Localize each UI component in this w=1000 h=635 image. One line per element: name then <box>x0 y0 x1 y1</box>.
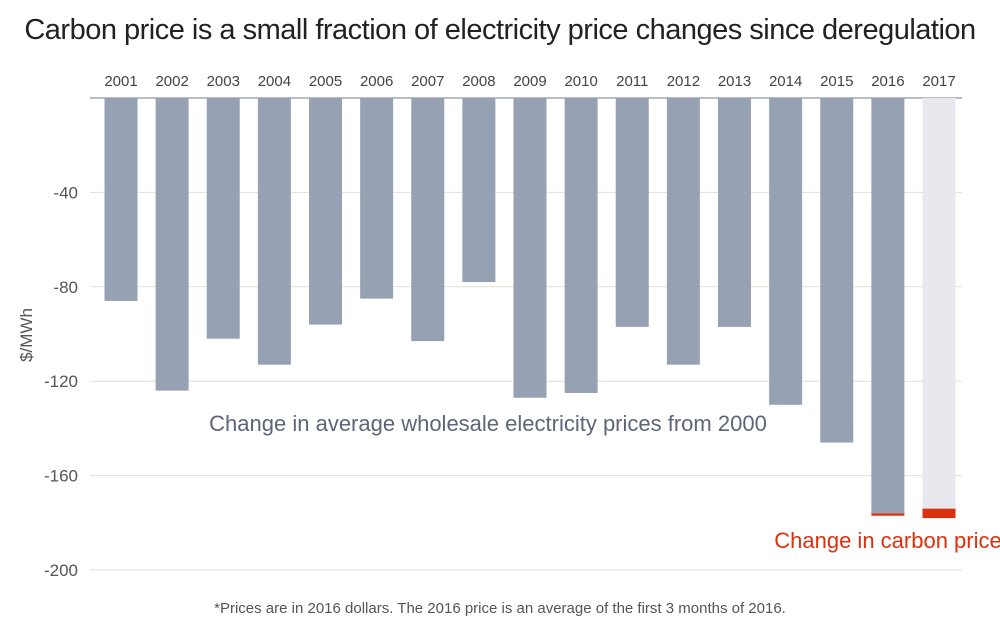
bar-2008 <box>462 98 496 283</box>
bar-2015 <box>820 98 854 443</box>
y-tick-label: -160 <box>44 467 78 486</box>
y-axis-ticks: -40 -80 -120 -160 -200 <box>44 183 78 580</box>
bar-2003 <box>206 98 240 339</box>
y-tick-label: -80 <box>53 278 78 297</box>
x-axis-ticks: 2001 2002 2003 2004 2005 2006 2007 2008 2009 2010… <box>104 73 955 90</box>
footnote: *Prices are in 2016 dollars. The 2016 pr… <box>214 600 786 617</box>
y-tick-label: -200 <box>44 561 78 580</box>
bar-2007 <box>411 98 445 342</box>
bar-2011 <box>615 98 649 327</box>
x-tick-label: 2007 <box>411 73 444 90</box>
x-tick-label: 2009 <box>513 73 546 90</box>
bar-2010 <box>564 98 598 393</box>
x-tick-label: 2008 <box>462 73 495 90</box>
bar-2004 <box>257 98 291 365</box>
y-tick-label: -40 <box>53 183 78 202</box>
annotation-carbon-price: Change in carbon price <box>774 528 1000 553</box>
bar-2012 <box>666 98 700 365</box>
carbon-bar-2016 <box>871 513 905 516</box>
carbon-price-bars <box>871 508 956 519</box>
x-tick-label: 2004 <box>258 73 291 90</box>
chart-title: Carbon price is a small fraction of elec… <box>24 14 976 46</box>
x-tick-label: 2013 <box>718 73 751 90</box>
bar-2001 <box>104 98 138 301</box>
carbon-bar-2017 <box>922 508 956 519</box>
x-tick-label: 2014 <box>769 73 802 90</box>
x-tick-label: 2001 <box>104 73 137 90</box>
x-tick-label: 2010 <box>564 73 597 90</box>
projection-background <box>922 98 956 519</box>
bar-2013 <box>718 98 751 327</box>
bar-2005 <box>309 98 342 325</box>
x-tick-label: 2015 <box>820 73 853 90</box>
x-tick-label: 2011 <box>616 73 648 90</box>
bar-2009 <box>513 98 547 398</box>
x-tick-label: 2006 <box>360 73 393 90</box>
x-tick-label: 2016 <box>871 73 904 90</box>
y-tick-label: -120 <box>44 372 78 391</box>
projection-bar-2017 <box>922 98 956 519</box>
annotation-price-change: Change in average wholesale electricity … <box>209 411 767 436</box>
price-change-bars <box>104 98 905 514</box>
x-tick-label: 2005 <box>309 73 342 90</box>
bar-2006 <box>360 98 394 299</box>
bar-2014 <box>769 98 803 405</box>
bar-2016 <box>871 98 905 514</box>
x-tick-label: 2002 <box>155 73 188 90</box>
x-tick-label: 2003 <box>207 73 240 90</box>
x-tick-label: 2012 <box>667 73 700 90</box>
bar-2002 <box>155 98 189 391</box>
x-tick-label: 2017 <box>922 73 955 90</box>
y-axis-label: $/MWh <box>17 308 36 362</box>
